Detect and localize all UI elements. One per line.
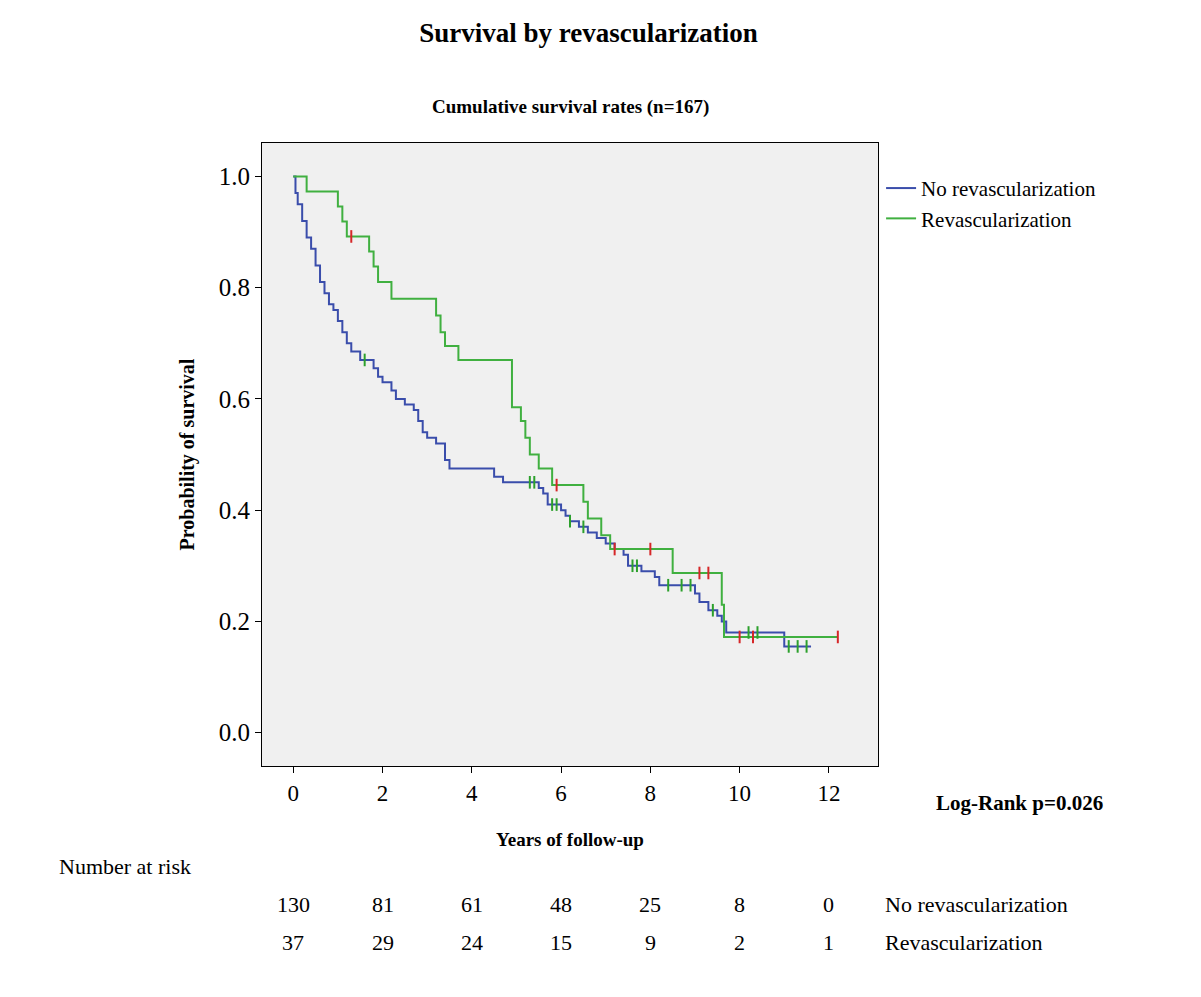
svg-text:Years of follow-up: Years of follow-up — [496, 829, 644, 850]
svg-text:15: 15 — [550, 930, 572, 955]
svg-text:1: 1 — [823, 930, 834, 955]
svg-text:8: 8 — [734, 892, 745, 917]
svg-text:81: 81 — [372, 892, 394, 917]
svg-text:4: 4 — [466, 781, 478, 806]
svg-text:2: 2 — [377, 781, 389, 806]
svg-text:12: 12 — [817, 781, 840, 806]
svg-text:0.6: 0.6 — [219, 386, 250, 413]
svg-text:Probability of survival: Probability of survival — [176, 358, 199, 550]
svg-text:0.2: 0.2 — [219, 608, 250, 635]
svg-text:Number at risk: Number at risk — [59, 854, 191, 879]
svg-text:9: 9 — [645, 930, 656, 955]
svg-text:24: 24 — [461, 930, 483, 955]
svg-text:1.0: 1.0 — [219, 163, 250, 190]
svg-text:No revascularization: No revascularization — [921, 177, 1096, 201]
svg-text:0.4: 0.4 — [219, 497, 251, 524]
svg-text:0.8: 0.8 — [219, 274, 250, 301]
svg-text:No revascularization: No revascularization — [885, 892, 1068, 917]
svg-text:10: 10 — [728, 781, 751, 806]
svg-text:Log-Rank p=0.026: Log-Rank p=0.026 — [936, 791, 1103, 815]
svg-text:29: 29 — [372, 930, 394, 955]
svg-text:0.0: 0.0 — [219, 719, 250, 746]
svg-text:Survival by revascularization: Survival by revascularization — [419, 18, 758, 48]
svg-text:61: 61 — [461, 892, 483, 917]
svg-text:48: 48 — [550, 892, 572, 917]
svg-text:8: 8 — [645, 781, 657, 806]
svg-text:0: 0 — [823, 892, 834, 917]
svg-text:Revascularization: Revascularization — [921, 208, 1072, 232]
svg-text:0: 0 — [288, 781, 300, 806]
svg-text:6: 6 — [555, 781, 567, 806]
svg-text:2: 2 — [734, 930, 745, 955]
svg-text:130: 130 — [277, 892, 310, 917]
svg-text:Cumulative survival rates (n=1: Cumulative survival rates (n=167) — [432, 96, 709, 118]
svg-text:25: 25 — [639, 892, 661, 917]
svg-text:Revascularization: Revascularization — [885, 930, 1043, 955]
svg-text:37: 37 — [282, 930, 304, 955]
